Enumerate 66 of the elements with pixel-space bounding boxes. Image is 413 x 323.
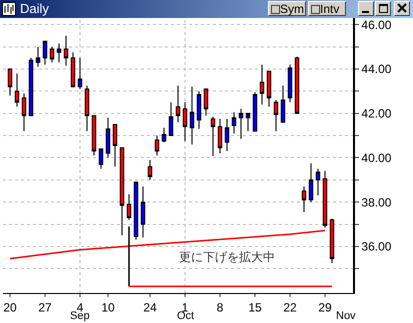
chart-title: Daily [20, 0, 49, 18]
candlestick [28, 57, 34, 116]
candlestick [148, 159, 152, 180]
candlestick [134, 182, 138, 240]
candlestick [196, 90, 202, 130]
candlestick [64, 35, 68, 66]
text: Nov [336, 310, 356, 322]
candlestick [232, 112, 236, 134]
candlestick [316, 168, 320, 196]
candlestick [22, 92, 26, 132]
candlestick [238, 108, 244, 140]
candlestick [168, 102, 174, 136]
candlestick [42, 40, 48, 66]
y-tick-label: 38.00 [361, 195, 392, 210]
candlestick [126, 194, 132, 220]
candlestick [140, 186, 146, 238]
candlestick [330, 218, 334, 264]
candlestick [50, 46, 54, 63]
candlestick [98, 148, 104, 170]
candlestick [78, 57, 82, 90]
y-tick-label: 40.00 [361, 150, 392, 165]
text: Intv [308, 1, 346, 16]
candlestick [260, 64, 264, 105]
candlestick [288, 64, 292, 103]
candlestick [246, 112, 250, 132]
x-tick-label: 20 [3, 300, 17, 314]
candlestick [36, 46, 40, 68]
x-tick-label: 8 [216, 300, 224, 314]
y-tick-label: 46.00 [361, 18, 392, 32]
candlestick [302, 186, 306, 213]
candlestick [162, 127, 166, 143]
candlestick [70, 52, 76, 88]
annotation: 更に下げを拡大中 [179, 250, 275, 264]
y-tick-label: 42.00 [361, 106, 392, 121]
candlestick [8, 68, 12, 96]
candlestick [14, 72, 20, 108]
candlestick [294, 56, 300, 114]
candlestick [218, 118, 222, 154]
y-tick-label: 36.00 [361, 240, 392, 254]
candlestick [120, 147, 124, 236]
x-tick-label: 10 [101, 300, 115, 314]
candlestick [266, 70, 272, 108]
candlestick [106, 117, 110, 158]
candlestick [176, 85, 180, 123]
candlestick [224, 118, 230, 152]
candlestick [280, 85, 286, 123]
x-tick-label: 15 [248, 300, 262, 314]
candlestick [154, 135, 160, 156]
candlestick [252, 92, 258, 132]
x-tick-label: 27 [38, 300, 52, 314]
candlestick [308, 162, 314, 203]
x-tick-label: 29 [318, 300, 332, 314]
candlestick [322, 170, 328, 228]
text: Sym [268, 1, 306, 16]
y-tick-label: 44.00 [361, 62, 392, 76]
candlestick [204, 88, 208, 116]
x-tick-label: 24 [143, 300, 157, 314]
candlestick [84, 85, 90, 132]
candlestick [112, 124, 118, 168]
candlestick [274, 100, 278, 132]
x-tick-label: 22 [283, 300, 297, 314]
candlestick [56, 43, 62, 63]
candlestick [210, 116, 216, 157]
candlestick [190, 86, 194, 145]
candlestick [92, 115, 96, 156]
candlestick [182, 102, 188, 142]
